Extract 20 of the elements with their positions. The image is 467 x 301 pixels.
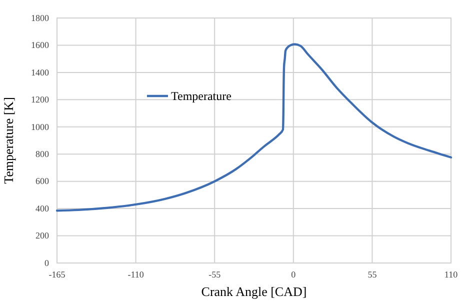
y-axis-title: Temperature [K] [1, 97, 16, 184]
x-axis-title: Crank Angle [CAD] [201, 284, 307, 299]
y-tick-label: 1600 [31, 40, 50, 50]
y-tick-label: 1000 [31, 122, 50, 132]
y-tick-label: 200 [36, 230, 50, 241]
y-tick-label: 1400 [31, 67, 50, 78]
x-tick-label: 55 [368, 269, 378, 280]
y-tick-label: 1800 [31, 12, 50, 23]
line-series [56, 43, 452, 212]
y-tick-label: 0 [44, 258, 50, 268]
y-tick-label: 400 [36, 203, 50, 214]
x-tick-label: -165 [48, 269, 66, 280]
legend-label: Temperature [171, 89, 232, 103]
y-tick-label: 800 [36, 148, 50, 159]
y-tick-label: 1200 [31, 94, 50, 105]
x-tick-label: -55 [208, 269, 222, 280]
y-tick-label: 600 [36, 176, 50, 186]
x-tick-label: 0 [291, 269, 296, 280]
x-tick-label: -110 [128, 269, 144, 280]
x-tick-label: 110 [444, 269, 458, 280]
